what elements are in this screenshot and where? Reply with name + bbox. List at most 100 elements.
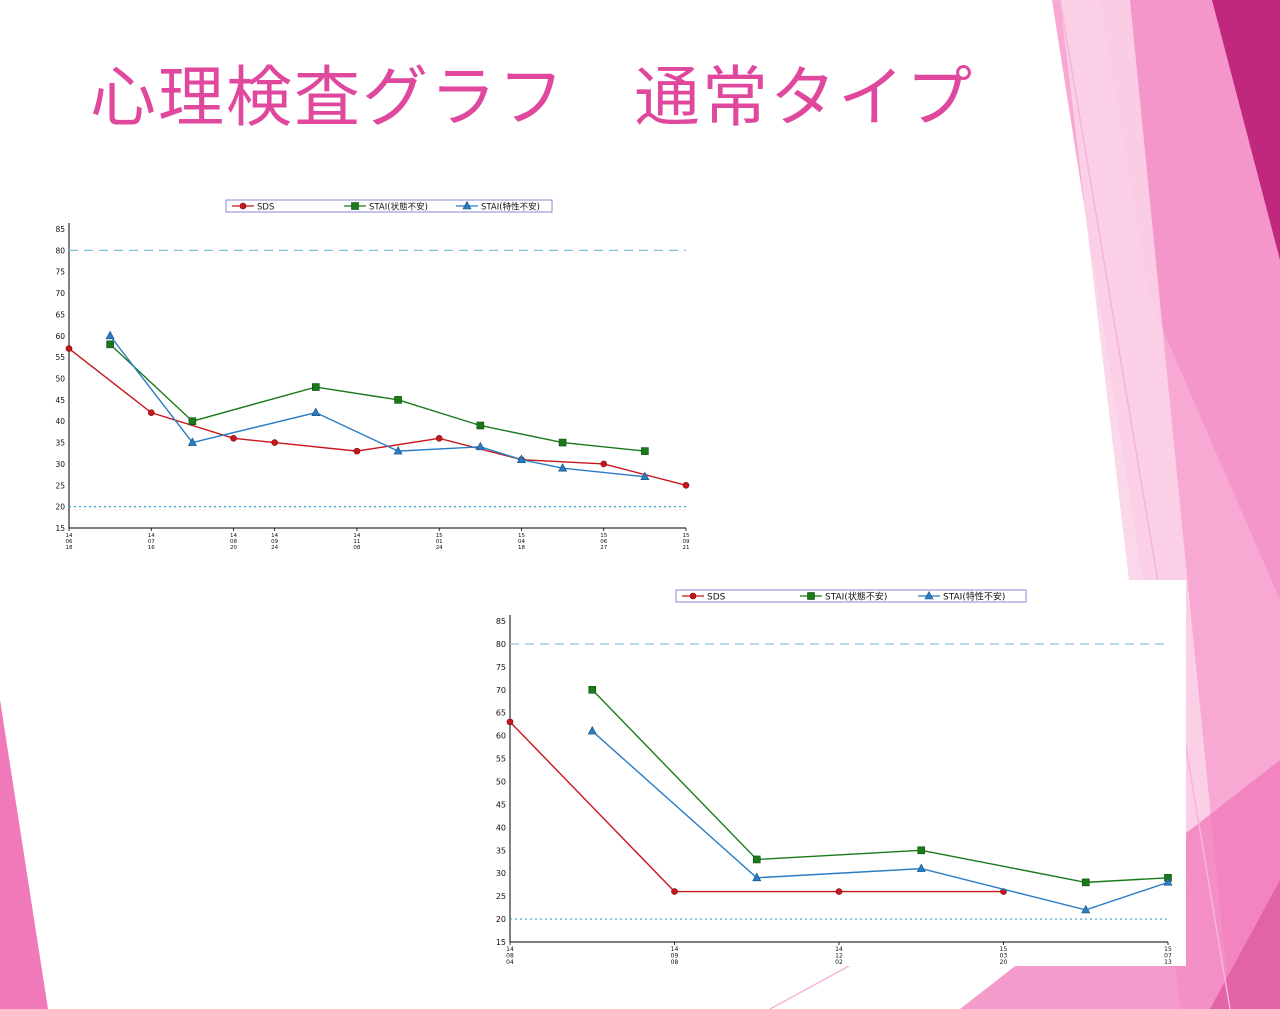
y-tick-label: 25 [55, 481, 65, 490]
data-point [671, 888, 678, 895]
legend-entry: STAI(状態不安) [825, 591, 887, 603]
data-point [271, 439, 278, 446]
data-point [835, 888, 843, 895]
legend-entry: SDS [707, 593, 726, 603]
x-tick-label: 14 07 16 [148, 533, 155, 551]
legend-marker [807, 592, 815, 600]
data-point [106, 340, 114, 349]
data-point [600, 460, 608, 468]
right-thin-line [1059, 0, 1231, 1009]
legend-marker [239, 202, 247, 210]
series-sds [65, 345, 690, 489]
y-tick-label: 20 [496, 915, 506, 924]
y-tick-label: 25 [496, 892, 506, 901]
data-point [917, 846, 926, 855]
line-chart-2: SDS STAI(状態不安) STAI(特性不安) 15 20 25 30 35 40 45 50 5… [496, 589, 1173, 966]
y-tick-label: 30 [55, 460, 65, 469]
y-tick-label: 50 [55, 375, 65, 384]
x-tick-label: 14 08 04 [506, 946, 514, 966]
y-tick-label: 15 [55, 524, 65, 533]
data-point [475, 441, 485, 451]
left-pink-strip [0, 700, 48, 1009]
x-tick-label: 14 11 08 [353, 533, 360, 551]
y-tick-label: 75 [496, 663, 506, 672]
series-line [509, 721, 1004, 893]
series-stai-trait [105, 330, 650, 481]
legend-marker [351, 202, 359, 210]
series-stai-state [588, 685, 1172, 887]
y-tick-label: 30 [496, 869, 506, 878]
data-point [640, 471, 650, 481]
data-point [105, 330, 115, 340]
data-point [506, 718, 514, 726]
legend-marker [462, 200, 472, 210]
y-tick-label: 80 [55, 246, 65, 255]
data-point [311, 383, 320, 391]
y-tick-label: 55 [496, 755, 506, 764]
x-tick-label: 14 09 08 [671, 946, 679, 966]
data-point [311, 407, 321, 416]
data-point [641, 447, 649, 455]
y-tick-label: 65 [496, 709, 506, 718]
legend-marker [924, 590, 934, 600]
y-tick-label: 40 [55, 417, 65, 426]
y-tick-label: 65 [55, 310, 65, 319]
y-tick-label: 60 [496, 732, 506, 741]
x-tick-label: 15 09 21 [683, 533, 690, 551]
series-line [109, 343, 645, 452]
data-point [147, 409, 155, 416]
y-tick-label: 55 [55, 353, 65, 362]
legend: SDS STAI(状態不安) STAI(特性不安) [675, 589, 1027, 603]
series-sds [506, 718, 1007, 895]
y-tick-label: 80 [496, 640, 506, 649]
y-tick-label: 20 [55, 503, 65, 512]
data-point [353, 447, 361, 455]
data-point [393, 445, 403, 455]
right-pink-band-mid [1100, 0, 1280, 600]
data-point [1163, 877, 1173, 886]
series-line [68, 348, 687, 486]
legend-box [675, 589, 1027, 603]
y-tick-label: 75 [55, 268, 65, 277]
x-tick-label: 15 04 18 [518, 533, 525, 551]
y-tick-label: 70 [496, 686, 506, 695]
y-tick-label: 70 [55, 289, 65, 298]
data-point [476, 421, 485, 430]
x-tick-label: 15 03 20 [1000, 946, 1008, 966]
x-tick-label: 15 07 13 [1164, 946, 1172, 966]
data-point [916, 863, 926, 872]
x-tick-label: 15 06 27 [600, 533, 607, 551]
data-point [230, 435, 237, 442]
x-tick-label: 14 06 18 [66, 533, 73, 551]
y-tick-label: 35 [496, 846, 506, 855]
data-point [65, 345, 73, 352]
y-tick-label: 40 [496, 823, 506, 832]
x-tick-label: 14 08 20 [230, 533, 237, 551]
y-tick-label: 35 [55, 439, 65, 448]
data-point [516, 454, 526, 463]
series-line [591, 730, 1169, 911]
legend: SDS STAI(状態不安) STAI(特性不安) [225, 199, 553, 213]
y-tick-label: 85 [496, 617, 506, 626]
y-tick-label: 50 [496, 778, 506, 787]
right-magenta-band [1212, 0, 1280, 260]
data-point [188, 417, 197, 426]
legend-marker [689, 592, 697, 600]
x-tick-label: 14 09 24 [271, 533, 278, 551]
chart-panel-2: SDS STAI(状態不安) STAI(特性不安) 15 20 25 30 35 40 45 50 5… [466, 580, 1186, 966]
series-stai-trait [587, 725, 1173, 914]
x-tick-label: 14 12 02 [835, 946, 843, 966]
data-point [558, 438, 567, 447]
legend-entry: STAI(特性不安) [943, 591, 1005, 603]
data-point [587, 725, 597, 735]
data-point [588, 685, 597, 694]
x-tick-label: 15 01 24 [436, 533, 443, 551]
data-point [187, 437, 197, 446]
slide-title: 心理検査グラフ 通常タイプ [90, 59, 974, 136]
legend-entry: SDS [257, 203, 274, 213]
series-line [109, 335, 645, 478]
y-tick-label: 45 [55, 396, 65, 405]
data-point [1081, 904, 1091, 914]
series-line [591, 689, 1169, 884]
